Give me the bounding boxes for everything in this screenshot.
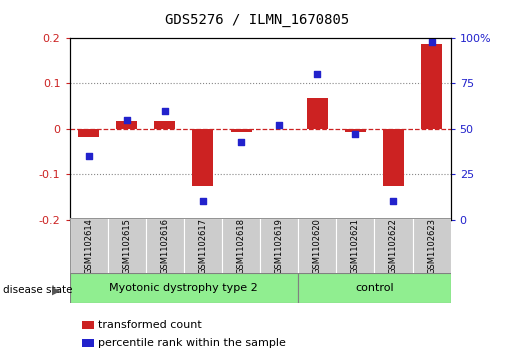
- Text: GSM1102616: GSM1102616: [160, 218, 169, 274]
- Bar: [116, 121, 137, 129]
- Bar: [307, 98, 328, 129]
- Text: GSM1102615: GSM1102615: [122, 218, 131, 274]
- Text: Myotonic dystrophy type 2: Myotonic dystrophy type 2: [110, 283, 258, 293]
- Bar: [383, 129, 404, 185]
- Point: [237, 139, 245, 144]
- Bar: [193, 129, 213, 185]
- Bar: [222, 218, 260, 274]
- Text: GSM1102620: GSM1102620: [313, 218, 322, 274]
- Text: GSM1102618: GSM1102618: [236, 218, 246, 274]
- Text: GSM1102623: GSM1102623: [427, 218, 436, 274]
- Bar: [421, 44, 442, 129]
- Text: GDS5276 / ILMN_1670805: GDS5276 / ILMN_1670805: [165, 13, 350, 27]
- Bar: [70, 218, 108, 274]
- Text: GSM1102617: GSM1102617: [198, 218, 208, 274]
- Bar: [345, 129, 366, 132]
- Text: disease state: disease state: [3, 285, 75, 295]
- Text: ▶: ▶: [52, 285, 61, 295]
- Point: [161, 108, 169, 114]
- Bar: [70, 273, 298, 303]
- Bar: [336, 218, 374, 274]
- Point: [199, 199, 207, 204]
- Point: [123, 117, 131, 123]
- Text: transformed count: transformed count: [98, 320, 201, 330]
- Text: GSM1102621: GSM1102621: [351, 218, 360, 274]
- Point: [427, 39, 436, 45]
- Point: [351, 131, 359, 137]
- Bar: [184, 218, 222, 274]
- Point: [275, 122, 283, 128]
- Text: GSM1102614: GSM1102614: [84, 218, 93, 274]
- Point: [389, 199, 398, 204]
- Bar: [260, 218, 298, 274]
- Bar: [374, 218, 413, 274]
- Text: GSM1102619: GSM1102619: [274, 218, 284, 274]
- Text: control: control: [355, 283, 394, 293]
- Text: percentile rank within the sample: percentile rank within the sample: [98, 338, 286, 348]
- Bar: [108, 218, 146, 274]
- Bar: [298, 218, 336, 274]
- Bar: [154, 121, 175, 129]
- Bar: [298, 273, 451, 303]
- Bar: [231, 129, 251, 132]
- Bar: [413, 218, 451, 274]
- Text: GSM1102622: GSM1102622: [389, 218, 398, 274]
- Point: [313, 72, 321, 77]
- Bar: [78, 129, 99, 137]
- Bar: [146, 218, 184, 274]
- Point: [84, 153, 93, 159]
